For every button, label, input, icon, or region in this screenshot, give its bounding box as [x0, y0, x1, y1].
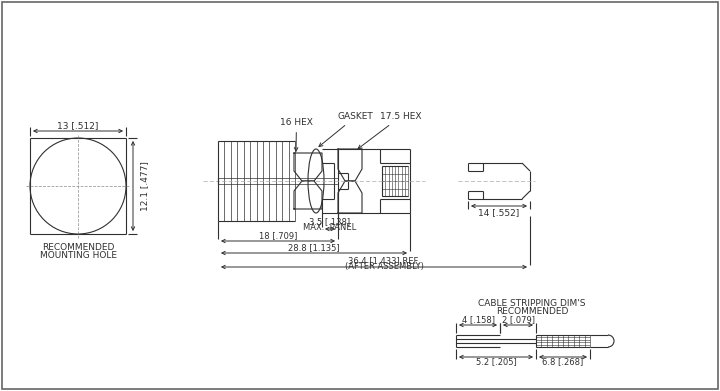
- Text: 4 [.158]: 4 [.158]: [462, 316, 495, 325]
- Text: 17.5 HEX: 17.5 HEX: [358, 112, 421, 149]
- Text: RECOMMENDED: RECOMMENDED: [42, 244, 114, 253]
- Text: 2 [.079]: 2 [.079]: [502, 316, 534, 325]
- Text: 6.8 [.268]: 6.8 [.268]: [542, 357, 584, 366]
- Text: CABLE STRIPPING DIM'S: CABLE STRIPPING DIM'S: [478, 298, 586, 307]
- Text: 28.8 [1.135]: 28.8 [1.135]: [288, 244, 340, 253]
- Text: (AFTER ASSEMBLY): (AFTER ASSEMBLY): [345, 262, 423, 271]
- Text: RECOMMENDED: RECOMMENDED: [496, 307, 568, 316]
- Text: MOUNTING HOLE: MOUNTING HOLE: [40, 251, 117, 260]
- Text: 14 [.552]: 14 [.552]: [478, 208, 520, 217]
- Text: 36.4 [1.433] REF.: 36.4 [1.433] REF.: [348, 256, 420, 265]
- Text: 13 [.512]: 13 [.512]: [58, 122, 99, 131]
- Text: 5.2 [.205]: 5.2 [.205]: [476, 357, 516, 366]
- Text: 18 [.709]: 18 [.709]: [258, 231, 297, 240]
- Text: GASKET: GASKET: [319, 112, 374, 147]
- Text: 12.1 [.477]: 12.1 [.477]: [140, 161, 150, 211]
- Text: 16 HEX: 16 HEX: [280, 118, 313, 151]
- Text: MAX.  PANEL: MAX. PANEL: [303, 224, 356, 233]
- Text: 3.5 [.138]: 3.5 [.138]: [310, 217, 351, 226]
